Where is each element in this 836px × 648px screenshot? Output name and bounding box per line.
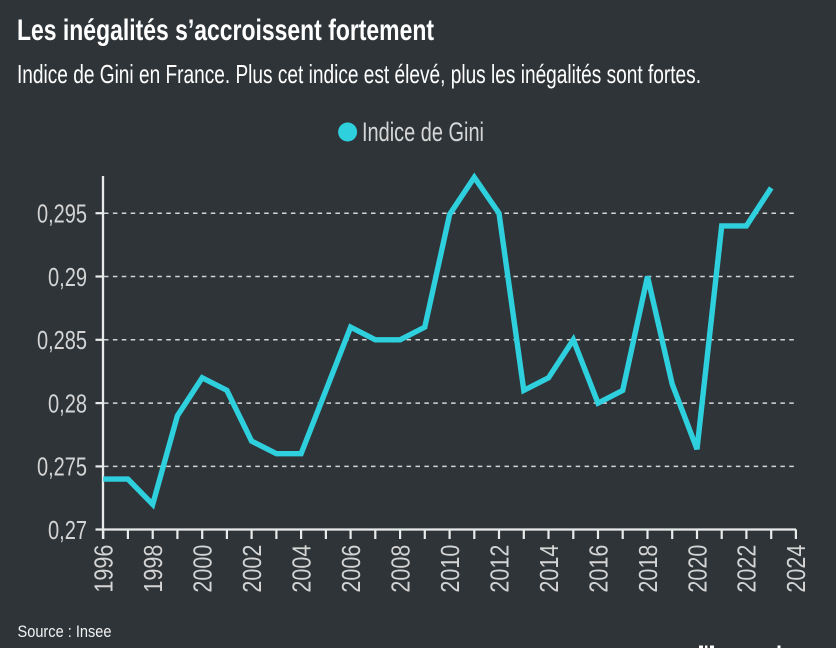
svg-text:Indice de Gini: Indice de Gini [362, 117, 484, 147]
svg-text:Les inégalités s’accroissent f: Les inégalités s’accroissent fortement [17, 14, 434, 47]
svg-text:0,295: 0,295 [37, 199, 87, 229]
svg-text:0,28: 0,28 [48, 388, 87, 418]
svg-text:2018: 2018 [633, 545, 663, 593]
svg-text:2012: 2012 [484, 545, 514, 593]
svg-text:2010: 2010 [435, 545, 465, 593]
svg-text:2016: 2016 [583, 545, 613, 593]
svg-text:Indice de Gini en France. Plus: Indice de Gini en France. Plus cet indic… [17, 59, 701, 89]
svg-text:2008: 2008 [385, 545, 415, 593]
svg-text:2020: 2020 [682, 545, 712, 593]
svg-text:2004: 2004 [286, 545, 316, 593]
svg-text:2006: 2006 [336, 545, 366, 593]
svg-text:1996: 1996 [89, 545, 119, 593]
svg-text:1998: 1998 [138, 545, 168, 593]
svg-text:2000: 2000 [188, 545, 218, 593]
svg-text:0,27: 0,27 [48, 515, 87, 545]
svg-text:2014: 2014 [534, 545, 564, 593]
svg-text:2024: 2024 [781, 545, 811, 593]
svg-text:0,285: 0,285 [37, 325, 87, 355]
svg-text:Source : Insee: Source : Insee [18, 623, 112, 641]
svg-text:0,29: 0,29 [48, 262, 87, 292]
svg-text:0,275: 0,275 [37, 452, 87, 482]
svg-text:2002: 2002 [237, 545, 267, 593]
svg-text:2022: 2022 [732, 545, 762, 593]
